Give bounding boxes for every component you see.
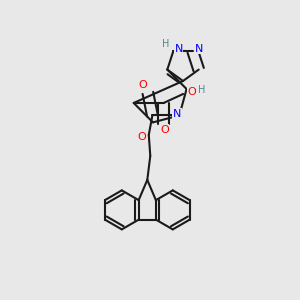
- Text: O: O: [188, 87, 197, 97]
- Text: N: N: [175, 44, 183, 54]
- Text: O: O: [137, 132, 146, 142]
- Text: O: O: [138, 80, 147, 90]
- Text: H: H: [198, 85, 206, 95]
- Text: O: O: [160, 125, 169, 135]
- Text: N: N: [173, 109, 181, 119]
- Text: H: H: [162, 39, 169, 49]
- Text: N: N: [194, 44, 203, 54]
